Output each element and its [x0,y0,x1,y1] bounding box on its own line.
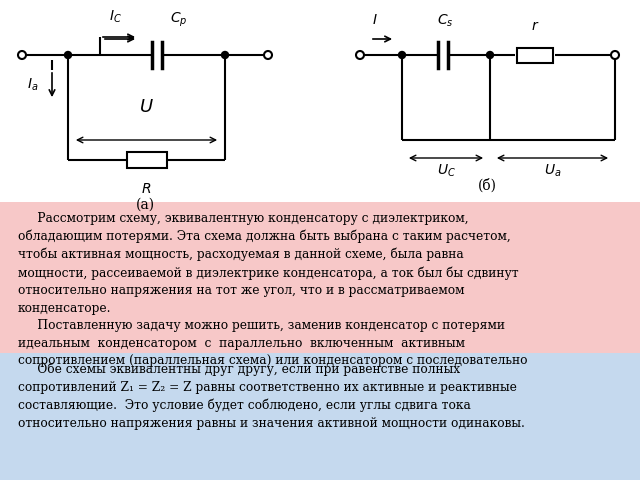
Text: $I$: $I$ [372,13,378,27]
Text: (а): (а) [136,198,155,212]
Circle shape [611,51,619,59]
Text: $I_a$: $I_a$ [27,77,38,93]
Text: $R$: $R$ [141,182,152,196]
Bar [0,353,640,480]
Text: Рассмотрим схему, эквивалентную конденсатору с диэлектриком,
обладающим потерями: Рассмотрим схему, эквивалентную конденса… [18,212,527,367]
Text: $I_C$: $I_C$ [109,9,122,25]
Text: $C_p$: $C_p$ [170,11,188,29]
Circle shape [264,51,272,59]
Text: $r$: $r$ [531,19,540,33]
Text: $U_a$: $U_a$ [544,163,561,180]
Bar [0,202,640,353]
Circle shape [65,51,72,59]
Circle shape [18,51,26,59]
Bar [127,152,166,168]
Text: (б): (б) [478,178,497,192]
Bar [517,48,553,62]
Circle shape [486,51,493,59]
Circle shape [221,51,228,59]
Text: Обе схемы эквивалентны друг другу, если при равенстве полных
сопротивлений Z₁ = : Обе схемы эквивалентны друг другу, если … [18,363,525,430]
Text: $C_s$: $C_s$ [436,12,453,29]
Circle shape [356,51,364,59]
Text: $U_C$: $U_C$ [436,163,456,180]
Circle shape [399,51,406,59]
Text: $U$: $U$ [139,98,154,117]
